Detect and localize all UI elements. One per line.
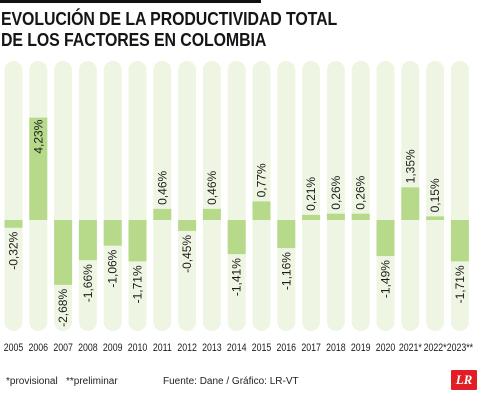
title-accent-rule bbox=[0, 0, 261, 3]
chart-title-line-1: EVOLUCIÓN DE LA PRODUCTIVIDAD TOTAL bbox=[1, 8, 338, 29]
bar-track-2013 bbox=[202, 61, 221, 331]
bar-2019 bbox=[351, 213, 370, 220]
x-label-2010: 2010 bbox=[128, 342, 148, 354]
x-label-2009: 2009 bbox=[103, 342, 123, 354]
x-label-2021: 2021* bbox=[399, 342, 422, 354]
bar-track-2020 bbox=[376, 61, 395, 331]
bar-2008 bbox=[78, 220, 97, 261]
x-label-2019: 2019 bbox=[351, 342, 371, 354]
value-label-2007: -2,68% bbox=[56, 289, 70, 327]
bar-track-2017 bbox=[302, 61, 321, 331]
bar-track-2022 bbox=[426, 61, 445, 331]
x-label-2017: 2017 bbox=[301, 342, 321, 354]
x-label-2007: 2007 bbox=[53, 342, 73, 354]
value-label-2015: 0,77% bbox=[255, 163, 269, 197]
value-label-2012: -0,45% bbox=[180, 235, 194, 273]
value-label-2022: 0,15% bbox=[428, 178, 442, 212]
value-label-2013: 0,46% bbox=[205, 171, 219, 205]
bar-2023 bbox=[450, 220, 469, 262]
value-label-2009: -1,06% bbox=[106, 249, 120, 287]
bar-2022 bbox=[426, 216, 445, 220]
footnote-provisional: *provisional bbox=[6, 376, 58, 387]
lr-logo: LR bbox=[451, 370, 477, 390]
bar-2005 bbox=[4, 220, 23, 228]
value-label-2020: -1,49% bbox=[379, 260, 393, 298]
bar-2012 bbox=[178, 220, 197, 231]
bar-2007 bbox=[54, 220, 73, 285]
chart-title: EVOLUCIÓN DE LA PRODUCTIVIDAD TOTAL DE L… bbox=[1, 8, 405, 50]
x-label-2023: 2023** bbox=[447, 342, 474, 354]
x-label-2014: 2014 bbox=[227, 342, 247, 354]
bar-track-2023 bbox=[450, 61, 469, 331]
bar-track-2011 bbox=[153, 61, 172, 331]
bar-chart: -0,32% 4,23% -2,68% -1,66% -1,06% -1,71% 0,46%… bbox=[4, 61, 474, 354]
footnote-preliminar: **preliminar bbox=[66, 376, 118, 387]
bar-track-2009 bbox=[103, 61, 122, 331]
x-label-2020: 2020 bbox=[376, 342, 396, 354]
x-axis-labels: 2005 2006 2007 2008 2009 2010 2011 2012 2013 2014… bbox=[4, 342, 474, 354]
x-label-2012: 2012 bbox=[177, 342, 197, 354]
bar-track-2018 bbox=[326, 61, 345, 331]
bar-track-2014 bbox=[227, 61, 246, 331]
bar-2009 bbox=[103, 220, 122, 246]
x-label-2022: 2022* bbox=[424, 342, 447, 354]
value-label-2008: -1,66% bbox=[81, 264, 95, 302]
value-label-2010: -1,71% bbox=[131, 265, 145, 303]
bar-2017 bbox=[302, 214, 321, 220]
bar-2018 bbox=[326, 213, 345, 220]
value-label-2016: -1,16% bbox=[279, 252, 293, 290]
value-label-2018: 0,26% bbox=[329, 175, 343, 209]
bar-track-2010 bbox=[128, 61, 147, 331]
x-label-2018: 2018 bbox=[326, 342, 346, 354]
bar-2011 bbox=[153, 208, 172, 220]
bar-track-2015 bbox=[252, 61, 271, 331]
x-label-2011: 2011 bbox=[153, 342, 172, 354]
bar-2016 bbox=[277, 220, 296, 249]
bar-track-2008 bbox=[78, 61, 97, 331]
bar-track-2005 bbox=[4, 61, 23, 331]
x-label-2013: 2013 bbox=[202, 342, 222, 354]
bar-track-2019 bbox=[351, 61, 370, 331]
value-label-2011: 0,46% bbox=[155, 171, 169, 205]
source-credit: Fuente: Dane / Gráfico: LR-VT bbox=[163, 376, 299, 387]
bar-2010 bbox=[128, 220, 147, 262]
bar-2013 bbox=[202, 208, 221, 220]
bar-2021 bbox=[401, 187, 420, 220]
bar-2006 bbox=[29, 117, 48, 220]
value-label-2014: -1,41% bbox=[230, 258, 244, 296]
x-label-2015: 2015 bbox=[252, 342, 272, 354]
value-label-2019: 0,26% bbox=[354, 175, 368, 209]
bar-tracks bbox=[4, 61, 469, 331]
value-label-2005: -0,32% bbox=[7, 231, 21, 269]
bar-track-2012 bbox=[178, 61, 197, 331]
bar-2020 bbox=[376, 220, 395, 257]
bar-2015 bbox=[252, 201, 271, 220]
bar-2014 bbox=[227, 220, 246, 255]
value-label-2021: 1,35% bbox=[403, 149, 417, 183]
value-label-2023: -1,71% bbox=[453, 265, 467, 303]
value-labels: -0,32% 4,23% -2,68% -1,66% -1,06% -1,71% 0,46%… bbox=[7, 119, 467, 327]
chart-title-line-2: DE LOS FACTORES EN COLOMBIA bbox=[1, 29, 267, 50]
bar-track-2016 bbox=[277, 61, 296, 331]
value-label-2006: 4,23% bbox=[31, 119, 45, 153]
x-label-2006: 2006 bbox=[29, 342, 49, 354]
lr-logo-text: LR bbox=[455, 372, 473, 387]
x-label-2005: 2005 bbox=[4, 342, 24, 354]
value-label-2017: 0,21% bbox=[304, 177, 318, 211]
x-label-2008: 2008 bbox=[78, 342, 98, 354]
bars bbox=[4, 117, 469, 285]
x-label-2016: 2016 bbox=[277, 342, 297, 354]
